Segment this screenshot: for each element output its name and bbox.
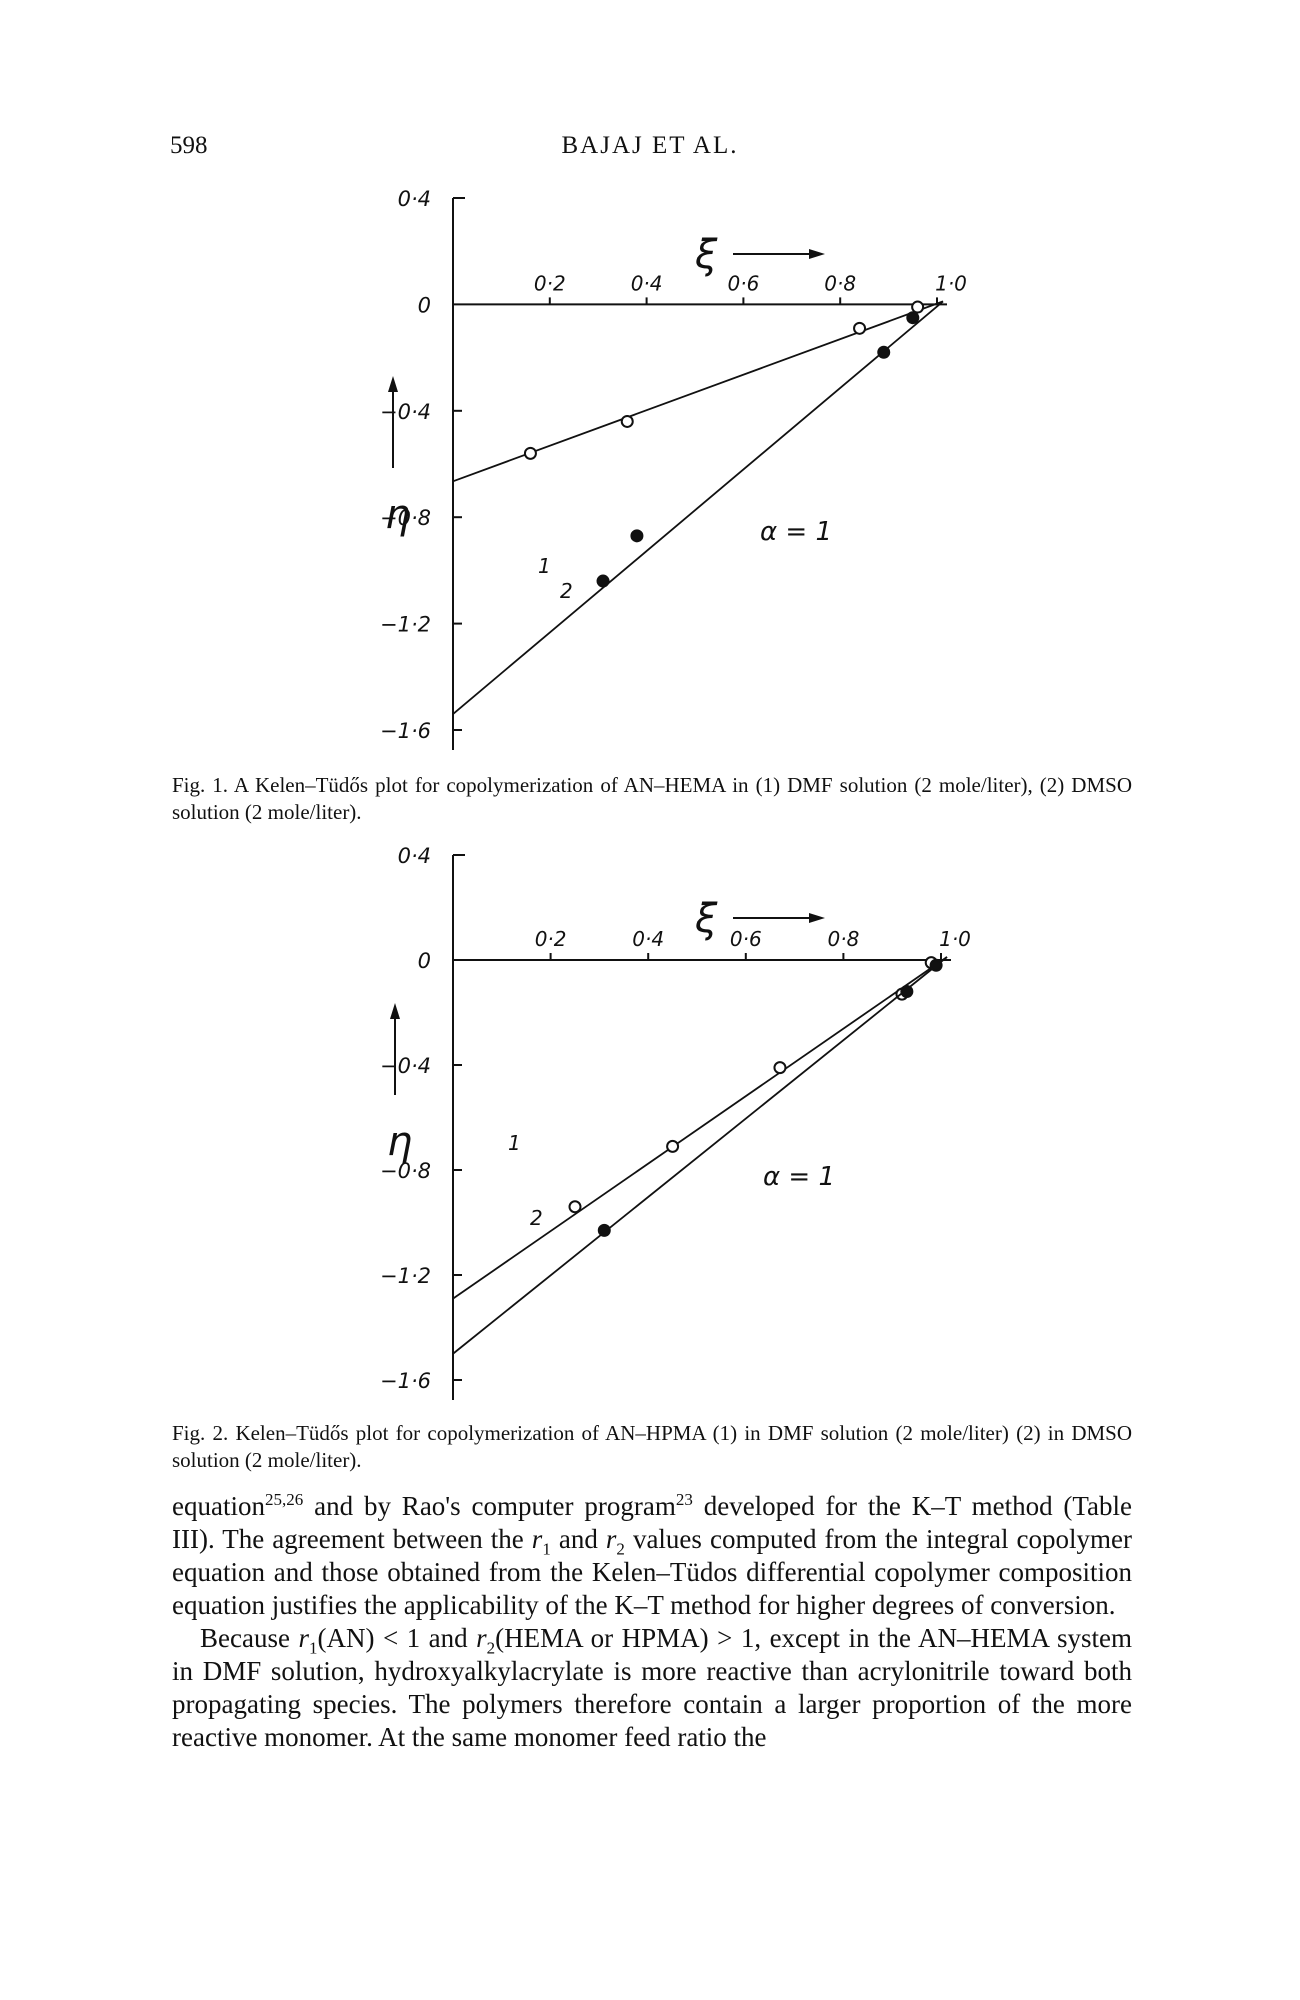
alpha-annotation: α = 1 (760, 517, 832, 547)
x-tick-label: 1·0 (939, 927, 971, 951)
fit-line-series-1 (452, 956, 948, 1300)
y-axis-arrow-head (388, 376, 398, 392)
body-text: equation25,26 and by Rao's computer prog… (172, 1490, 1132, 1754)
x-axis-arrow-head (809, 249, 825, 259)
series-label-2: 2 (560, 579, 573, 603)
figure-1-caption: Fig. 1. A Kelen–Tüdős plot for copolymer… (172, 773, 1132, 824)
x-axis-label: ξ (694, 232, 718, 278)
page-header: 598 BAJAJ ET AL. (0, 132, 1300, 172)
data-point-series-1 (568, 1200, 582, 1214)
data-point-series-2 (597, 1223, 611, 1237)
x-tick-label: 0·8 (827, 927, 859, 951)
y-tick-label: −0·8 (380, 506, 431, 530)
y-tick-label: 0·4 (398, 844, 431, 868)
y-axis-arrow-head (390, 1003, 400, 1019)
data-point-series-1 (911, 300, 925, 314)
paragraph-2: Because r1(AN) < 1 and r2(HEMA or HPMA) … (172, 1623, 1132, 1752)
alpha-annotation: α = 1 (763, 1162, 835, 1192)
page-number: 598 (170, 132, 208, 159)
y-tick-label: −0·8 (380, 1159, 431, 1183)
data-point-series-2 (630, 529, 644, 543)
data-point-series-2 (900, 985, 914, 998)
data-point-series-2 (877, 345, 891, 359)
data-point-series-1 (773, 1061, 787, 1075)
data-point-series-2 (596, 574, 610, 588)
y-tick-label: 0·4 (398, 187, 431, 211)
data-point-series-1 (666, 1139, 680, 1153)
y-tick-label: −1·2 (380, 613, 431, 637)
x-tick-label: 0·2 (535, 927, 567, 951)
data-point-series-2 (929, 958, 943, 972)
y-tick-label: −0·4 (380, 400, 431, 424)
y-tick-label: −1·6 (380, 719, 431, 743)
x-tick-label: 0·4 (631, 271, 663, 295)
data-point-series-1 (853, 321, 867, 335)
paragraph-1: equation25,26 and by Rao's computer prog… (172, 1490, 1133, 1620)
figure-1-plot: 0·4 0 −0·4 −0·8 −1·2 −1·6 0·2 0·4 0·6 0·8 1·0 ξ η 12 α… (380, 187, 967, 750)
fit-line-series-2 (452, 956, 948, 1355)
series-label-1: 1 (508, 1131, 521, 1155)
y-tick-label: 0 (418, 949, 431, 973)
y-axis-label: η (385, 492, 410, 538)
figure-2-plot: 0·4 0 −0·4 −0·8 −1·2 −1·6 0·2 0·4 0·6 0·8 1·0 ξ η 1 2 α… (380, 844, 971, 1400)
series-label-1: 1 (538, 554, 551, 578)
data-point-series-1 (523, 446, 537, 460)
x-tick-label: 0·2 (534, 271, 566, 295)
fit-line-series-2 (452, 300, 944, 715)
y-tick-label: −1·6 (380, 1369, 431, 1393)
x-tick-label: 0·8 (824, 271, 856, 295)
x-tick-label: 1·0 (935, 271, 967, 295)
y-axis-label: η (387, 1119, 412, 1165)
y-tick-label: −0·4 (380, 1054, 431, 1078)
x-tick-label: 0·6 (727, 271, 759, 295)
y-tick-label: 0 (418, 293, 431, 317)
x-axis-arrow-head (809, 913, 825, 923)
series-label-2: 2 (530, 1206, 543, 1230)
y-tick-label: −1·2 (380, 1264, 431, 1288)
data-point-series-2 (906, 311, 920, 325)
x-axis-label: ξ (694, 896, 718, 942)
figure-2-caption: Fig. 2. Kelen–Tüdős plot for copolymeriz… (172, 1421, 1132, 1472)
x-tick-label: 0·4 (632, 927, 664, 951)
data-point-series-1 (620, 414, 634, 428)
x-tick-label: 0·6 (730, 927, 762, 951)
running-head: BAJAJ ET AL. (561, 132, 739, 159)
